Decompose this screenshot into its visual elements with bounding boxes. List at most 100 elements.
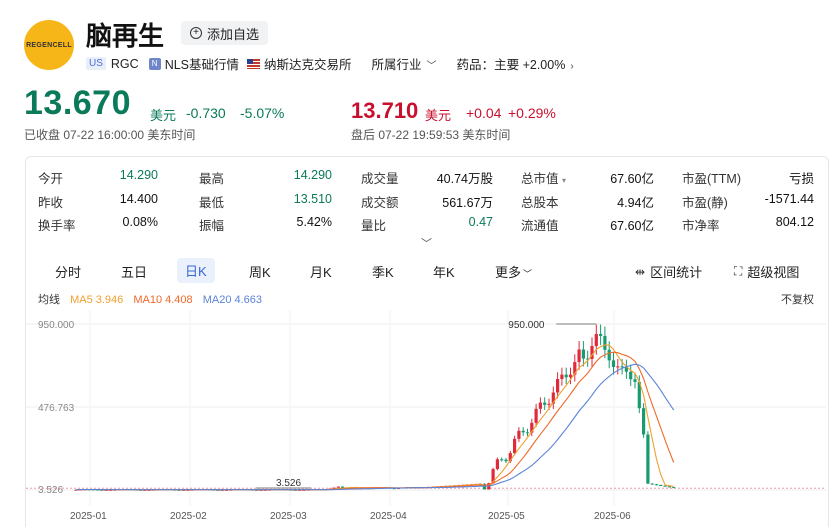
x-axis-label: 2025-03	[270, 511, 307, 522]
after-hours-unit: 美元	[425, 108, 452, 123]
candle-body	[255, 489, 259, 491]
candle-body	[104, 489, 108, 491]
kline-chart[interactable]: 950.000 476.763 3.526 2025-01 2025-02 2025-03…	[26, 310, 826, 527]
exchange: 纳斯达克交易所	[264, 58, 352, 72]
pb-label: 市净率	[682, 219, 720, 233]
candle-body	[220, 489, 224, 491]
candle-body	[564, 374, 568, 378]
pb-value: 804.12	[775, 215, 814, 229]
tab-monthly-k[interactable]: 月K	[310, 265, 332, 280]
ticker: RGC	[110, 56, 139, 71]
min-annotation: 3.526	[276, 478, 301, 489]
candle-body	[599, 333, 603, 336]
tab-quarterly-k[interactable]: 季K	[372, 265, 394, 280]
ma5-legend: MA5 3.946	[70, 294, 124, 306]
price-adjust-toggle[interactable]: 不复权	[781, 294, 814, 306]
amplitude-value: 5.42%	[296, 215, 332, 229]
expand-stats-chevron-icon[interactable]: ﹀	[421, 238, 432, 250]
turnover-rate-label: 换手率	[38, 219, 76, 233]
y-axis-label: 3.526	[38, 485, 63, 496]
candle-body	[495, 459, 499, 470]
tab-daily-k[interactable]: 日K	[177, 258, 215, 283]
candle-body	[654, 484, 659, 486]
add-watchlist-button[interactable]: + 添加自选	[181, 21, 269, 45]
candle-body	[624, 367, 628, 372]
candle-body	[341, 486, 345, 489]
tab-intraday[interactable]: 分时	[55, 265, 82, 280]
x-axis-label: 2025-06	[594, 511, 631, 522]
price-unit: 美元	[150, 108, 177, 123]
vol-ratio-value: 0.47	[468, 215, 493, 229]
candle-body	[521, 430, 525, 433]
prev-close-label: 昨收	[38, 196, 64, 210]
low-label: 最低	[199, 196, 225, 210]
candle-body	[525, 432, 530, 434]
candle-body	[530, 422, 534, 433]
industry-dropdown[interactable]: 所属行业 ﹀	[371, 58, 437, 72]
candle-body	[629, 371, 633, 380]
nls-label[interactable]: NLS基础行情	[164, 58, 240, 72]
prev-close-value: 14.400	[119, 192, 158, 206]
stock-meta-row: US RGC N NLS基础行情 纳斯达克交易所 所属行业 ﹀ 药品：主要 +2.…	[86, 54, 574, 73]
candle-body	[551, 392, 555, 404]
candle-body	[586, 358, 590, 360]
company-logo: REGENCELL	[24, 20, 74, 70]
tab-five-day[interactable]: 五日	[121, 265, 148, 280]
plus-icon: +	[190, 27, 202, 39]
range-stats-button[interactable]: ⇹ 区间统计	[635, 264, 703, 281]
pe-static-value: -1571.44	[764, 192, 814, 206]
super-view-button[interactable]: ⛶ 超级视图	[734, 264, 800, 280]
sort-icon: ▾	[562, 176, 567, 185]
x-axis-label: 2025-01	[70, 511, 107, 522]
nls-icon: N	[148, 57, 161, 70]
candle-body	[620, 366, 624, 368]
range-icon: ⇹	[635, 264, 646, 279]
fullscreen-icon: ⛶	[734, 264, 743, 278]
candle-body	[534, 408, 538, 423]
candle-body	[556, 379, 560, 393]
after-hours-price: 13.710	[351, 98, 419, 123]
candle-body	[607, 349, 611, 361]
candle-body	[108, 489, 112, 491]
candle-body	[336, 486, 340, 488]
ma-legend-label: 均线	[38, 294, 60, 306]
tab-yearly-k[interactable]: 年K	[433, 265, 455, 280]
ma20-line	[75, 363, 675, 491]
candle-body	[500, 459, 504, 461]
amplitude-label: 振幅	[199, 219, 225, 233]
candle-body	[646, 434, 650, 484]
candle-body	[560, 374, 564, 380]
candle-body	[491, 469, 495, 484]
after-hours-change-pct: +0.29%	[508, 105, 556, 121]
candle-body	[667, 486, 671, 488]
candle-body	[659, 485, 663, 487]
ma-legend: 均线 MA5 3.946 MA10 4.408 MA20 4.663	[38, 291, 269, 307]
candle-body	[100, 489, 104, 491]
candle-body	[504, 459, 508, 462]
x-axis-label: 2025-02	[170, 511, 207, 522]
mcap-value: 67.60亿	[610, 172, 654, 186]
candle-body	[138, 489, 143, 491]
ma10-line	[75, 351, 675, 491]
tab-more[interactable]: 更多 ﹀	[495, 265, 533, 280]
after-hours-time: 盘后 07-22 19:59:53 美东时间	[351, 128, 511, 142]
candle-body	[637, 381, 641, 409]
ma5-line	[75, 344, 674, 491]
candle-body	[538, 402, 542, 409]
mcap-label[interactable]: 总市值 ▾	[521, 172, 567, 186]
shares-value: 4.94亿	[617, 196, 654, 210]
chevron-right-icon: ›	[570, 61, 574, 72]
candle-body	[672, 487, 676, 489]
candle-body	[642, 408, 646, 435]
candle-body	[181, 489, 186, 491]
candle-body	[298, 489, 302, 491]
shares-label: 总股本	[521, 196, 559, 210]
tab-weekly-k[interactable]: 周K	[249, 265, 271, 280]
candle-body	[177, 489, 181, 491]
float-mcap-value: 67.60亿	[610, 219, 654, 233]
candle-body	[543, 402, 547, 405]
sector-link[interactable]: 药品：主要 +2.00% ›	[456, 58, 574, 72]
candle-body	[216, 489, 220, 491]
float-mcap-label: 流通值	[521, 219, 559, 233]
quote-panel	[25, 156, 829, 527]
